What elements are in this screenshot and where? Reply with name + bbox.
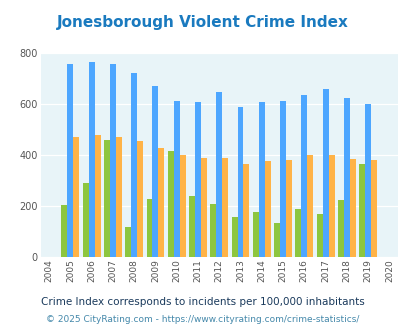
Bar — [337, 200, 343, 257]
Bar — [273, 223, 279, 257]
Bar — [322, 89, 328, 257]
Bar — [258, 102, 264, 257]
Bar — [179, 155, 185, 257]
Text: Jonesborough Violent Crime Index: Jonesborough Violent Crime Index — [57, 15, 348, 30]
Bar — [364, 105, 370, 257]
Bar — [307, 155, 313, 257]
Bar — [243, 164, 249, 257]
Bar — [316, 214, 322, 257]
Legend: Jonesborough, Tennessee, National: Jonesborough, Tennessee, National — [62, 325, 375, 330]
Bar — [137, 141, 143, 257]
Bar — [252, 212, 258, 257]
Bar — [152, 86, 158, 257]
Bar — [125, 227, 131, 257]
Bar — [73, 137, 79, 257]
Bar — [158, 148, 164, 257]
Bar — [200, 158, 207, 257]
Bar — [328, 155, 334, 257]
Bar — [194, 102, 200, 257]
Bar — [349, 159, 355, 257]
Bar — [131, 73, 137, 257]
Bar — [67, 64, 73, 257]
Bar — [94, 135, 100, 257]
Bar — [264, 161, 270, 257]
Bar — [146, 199, 152, 257]
Bar — [285, 160, 291, 257]
Bar — [222, 158, 228, 257]
Bar — [167, 151, 173, 257]
Bar — [104, 140, 110, 257]
Bar — [210, 204, 216, 257]
Bar — [61, 205, 67, 257]
Bar — [88, 62, 94, 257]
Bar — [189, 196, 194, 257]
Bar — [358, 164, 364, 257]
Bar — [83, 183, 88, 257]
Bar — [295, 209, 301, 257]
Bar — [173, 101, 179, 257]
Bar — [110, 64, 115, 257]
Bar — [115, 137, 122, 257]
Text: Crime Index corresponds to incidents per 100,000 inhabitants: Crime Index corresponds to incidents per… — [41, 297, 364, 307]
Bar — [237, 107, 243, 257]
Text: © 2025 CityRating.com - https://www.cityrating.com/crime-statistics/: © 2025 CityRating.com - https://www.city… — [46, 315, 359, 324]
Bar — [231, 217, 237, 257]
Bar — [370, 160, 376, 257]
Bar — [279, 101, 285, 257]
Bar — [301, 95, 307, 257]
Bar — [343, 98, 349, 257]
Bar — [216, 92, 222, 257]
